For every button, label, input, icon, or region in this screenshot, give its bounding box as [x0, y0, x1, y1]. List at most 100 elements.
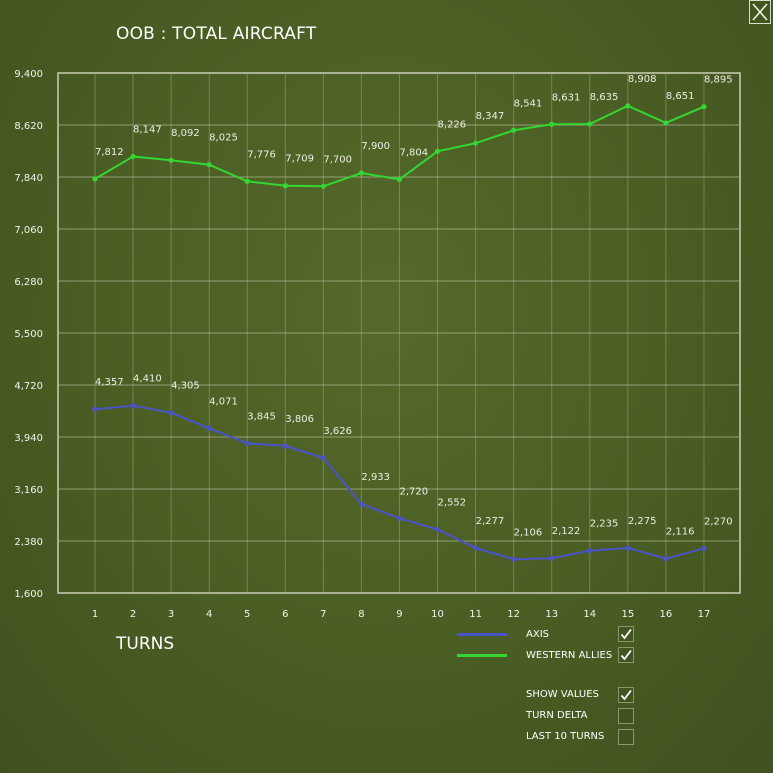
- data-point-western-allies: [244, 178, 250, 184]
- data-label-axis: 4,357: [95, 377, 124, 388]
- data-label-axis: 2,116: [666, 527, 695, 538]
- data-point-axis: [244, 440, 250, 446]
- y-tick-label: 6,280: [14, 277, 43, 288]
- data-label-western-allies: 7,776: [247, 149, 276, 160]
- data-point-western-allies: [168, 157, 174, 163]
- data-label-western-allies: 7,812: [95, 147, 124, 158]
- data-label-western-allies: 7,900: [361, 141, 390, 152]
- data-label-axis: 2,277: [476, 516, 505, 527]
- data-label-western-allies: 7,709: [285, 154, 314, 165]
- data-point-western-allies: [663, 120, 669, 126]
- y-tick-label: 3,160: [14, 485, 43, 496]
- y-tick-label: 8,620: [14, 121, 43, 132]
- checkmark-icon: [620, 689, 632, 701]
- x-tick-label: 3: [168, 609, 174, 620]
- data-point-western-allies: [92, 176, 98, 182]
- data-label-axis: 2,275: [628, 516, 657, 527]
- data-point-western-allies: [320, 183, 326, 189]
- data-label-western-allies: 8,651: [666, 91, 695, 102]
- data-point-western-allies: [549, 121, 555, 127]
- x-tick-label: 2: [130, 609, 136, 620]
- data-point-axis: [282, 443, 288, 449]
- x-tick-label: 14: [583, 609, 596, 620]
- y-tick-label: 2,380: [14, 537, 43, 548]
- data-label-axis: 4,071: [209, 396, 238, 407]
- data-point-western-allies: [130, 153, 136, 160]
- x-tick-label: 8: [358, 609, 364, 620]
- data-point-western-allies: [358, 170, 365, 176]
- data-label-axis: 2,720: [399, 486, 428, 497]
- data-point-axis: [168, 410, 174, 416]
- data-label-western-allies: 7,804: [399, 147, 428, 158]
- data-point-axis: [396, 515, 403, 521]
- data-point-axis: [358, 501, 365, 507]
- data-label-axis: 2,552: [438, 498, 467, 509]
- legend-label-axis: AXIS: [526, 629, 549, 640]
- data-label-western-allies: 8,092: [171, 128, 200, 139]
- x-tick-label: 17: [698, 609, 711, 620]
- data-point-axis: [92, 406, 98, 412]
- checkmark-icon: [620, 628, 632, 640]
- data-label-western-allies: 8,635: [590, 92, 619, 103]
- chart-title: OOB : TOTAL AIRCRAFT: [116, 24, 317, 44]
- legend-label-western-allies: WESTERN ALLIES: [526, 650, 613, 661]
- option-label-turn-delta: TURN DELTA: [526, 710, 588, 721]
- data-label-western-allies: 8,226: [438, 119, 467, 130]
- checkmark-icon: [620, 649, 632, 661]
- x-tick-label: 5: [244, 609, 250, 620]
- y-tick-label: 7,060: [14, 225, 43, 236]
- data-label-western-allies: 8,025: [209, 133, 238, 144]
- option-checkbox-show-values[interactable]: [618, 687, 634, 703]
- data-point-axis: [473, 545, 479, 551]
- data-label-axis: 3,806: [285, 414, 314, 425]
- data-label-axis: 4,410: [133, 374, 162, 385]
- legend-checkbox-western-allies[interactable]: [618, 647, 634, 663]
- data-label-axis: 2,235: [590, 519, 619, 530]
- data-point-western-allies: [434, 148, 441, 154]
- x-tick-label: 11: [469, 609, 482, 620]
- y-tick-label: 9,400: [14, 69, 43, 80]
- y-tick-label: 1,600: [14, 589, 43, 600]
- close-button[interactable]: [749, 0, 771, 24]
- data-point-axis: [511, 556, 517, 562]
- x-tick-label: 15: [621, 609, 634, 620]
- data-label-western-allies: 8,347: [476, 111, 505, 122]
- data-label-western-allies: 8,908: [628, 74, 657, 85]
- data-label-axis: 2,122: [552, 526, 581, 537]
- data-label-western-allies: 8,541: [514, 98, 543, 109]
- data-point-axis: [663, 556, 669, 562]
- x-tick-label: 16: [660, 609, 673, 620]
- x-tick-label: 10: [431, 609, 444, 620]
- legend-checkbox-axis[interactable]: [618, 626, 634, 642]
- data-point-axis: [587, 548, 593, 554]
- x-tick-label: 7: [320, 609, 326, 620]
- data-point-western-allies: [701, 104, 707, 110]
- data-label-axis: 3,626: [323, 426, 352, 437]
- data-point-western-allies: [511, 127, 517, 133]
- option-label-show-values: SHOW VALUES: [526, 689, 599, 700]
- x-tick-label: 9: [396, 609, 402, 620]
- data-point-axis: [206, 425, 212, 431]
- data-point-axis: [625, 545, 631, 551]
- x-tick-label: 6: [282, 609, 288, 620]
- x-tick-label: 12: [507, 609, 520, 620]
- data-label-axis: 4,305: [171, 381, 200, 392]
- data-point-axis: [130, 403, 136, 409]
- x-axis-title: TURNS: [116, 634, 175, 654]
- data-label-axis: 2,270: [704, 516, 733, 527]
- data-point-axis: [549, 555, 555, 561]
- data-point-western-allies: [625, 103, 631, 109]
- data-point-western-allies: [282, 183, 288, 189]
- legend-swatch-axis: [457, 633, 507, 636]
- y-tick-label: 7,840: [14, 173, 43, 184]
- data-point-western-allies: [396, 176, 403, 182]
- option-checkbox-turn-delta[interactable]: [618, 708, 634, 724]
- x-tick-label: 1: [92, 609, 98, 620]
- data-label-western-allies: 7,700: [323, 154, 352, 165]
- data-label-axis: 2,106: [514, 527, 543, 538]
- data-point-axis: [320, 455, 326, 461]
- data-label-axis: 3,845: [247, 411, 276, 422]
- data-point-western-allies: [206, 162, 212, 168]
- option-checkbox-last-10-turns[interactable]: [618, 729, 634, 745]
